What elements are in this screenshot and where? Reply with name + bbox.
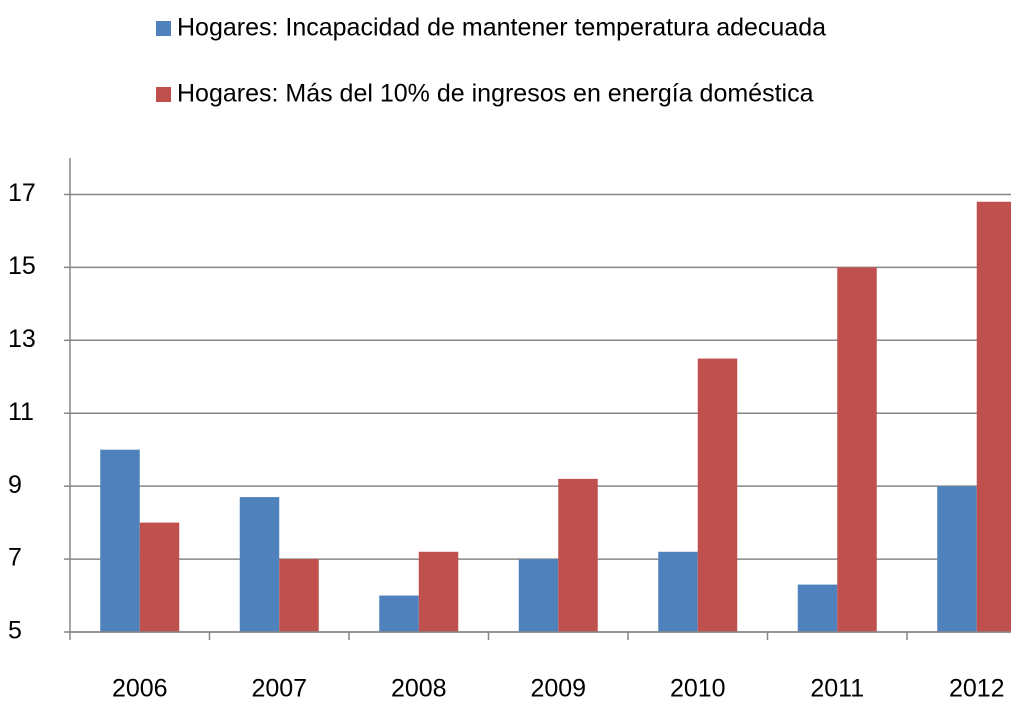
bar [797,584,838,632]
bar [139,522,180,632]
x-tick-label: 2010 [670,675,726,702]
legend-swatch [156,87,171,102]
x-tick-label: 2006 [112,675,168,702]
x-tick-label: 2011 [810,675,864,702]
legend-swatch [156,21,171,36]
bar [976,201,1011,632]
x-tick-label: 2007 [251,675,307,702]
x-tick-label: 2008 [391,675,447,702]
bar [279,559,319,632]
y-tick-label: 15 [8,252,36,280]
legend-label: Hogares: Incapacidad de mantener tempera… [177,14,826,42]
x-tick-label: 2012 [949,675,1005,702]
y-tick-label: 13 [8,325,36,353]
bar [418,551,459,632]
y-tick-label: 9 [8,471,22,499]
bar [658,551,698,632]
bar [697,358,738,632]
bar [937,486,977,632]
y-tick-label: 7 [8,544,22,572]
bar [837,267,877,632]
legend-label: Hogares: Más del 10% de ingresos en ener… [177,80,814,108]
bar [239,497,280,632]
x-tick-label: 2009 [530,675,586,702]
bar [518,559,559,632]
y-tick-label: 17 [8,179,36,207]
y-tick-label: 5 [8,617,22,645]
bar [379,595,419,632]
bar [558,478,598,632]
bar [100,449,140,632]
y-tick-label: 11 [8,398,34,426]
